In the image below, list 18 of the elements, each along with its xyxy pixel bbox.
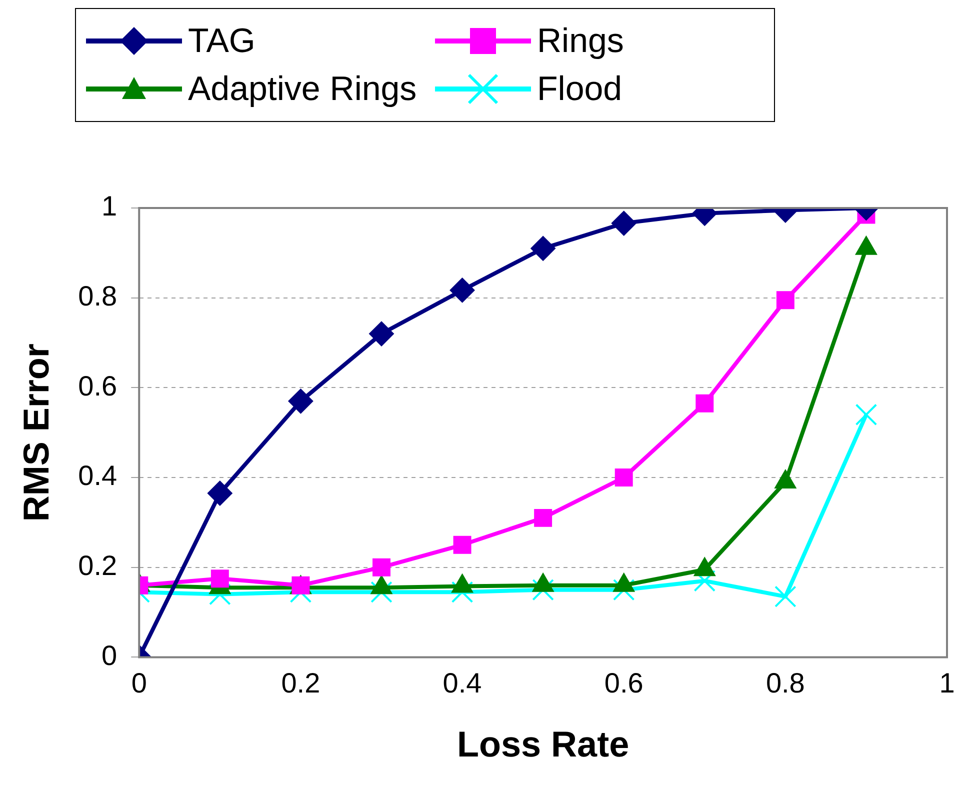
y-tick-label: 0.4 xyxy=(78,460,118,492)
x-tick-label: 0.2 xyxy=(281,668,320,699)
y-tick-label: 0.8 xyxy=(78,280,118,312)
x-tick-label: 0.8 xyxy=(766,668,805,699)
x-tick-label: 0.4 xyxy=(442,668,482,699)
legend-label: Adaptive Rings xyxy=(188,70,417,108)
y-tick-label: 0 xyxy=(102,640,118,671)
legend-label: Rings xyxy=(537,22,624,60)
legend-label: Flood xyxy=(537,70,622,108)
x-tick-label: 0.6 xyxy=(604,668,644,699)
legend-label: TAG xyxy=(188,22,256,60)
x-tick-label: 1 xyxy=(939,668,955,699)
y-tick-label: 0.6 xyxy=(78,370,118,402)
x-tick-label: 0 xyxy=(131,668,147,699)
y-axis-title: RMS Error xyxy=(16,344,57,522)
y-tick-label: 0.2 xyxy=(78,550,118,582)
x-axis-title: Loss Rate xyxy=(457,723,630,764)
y-tick-label: 1 xyxy=(102,190,118,222)
